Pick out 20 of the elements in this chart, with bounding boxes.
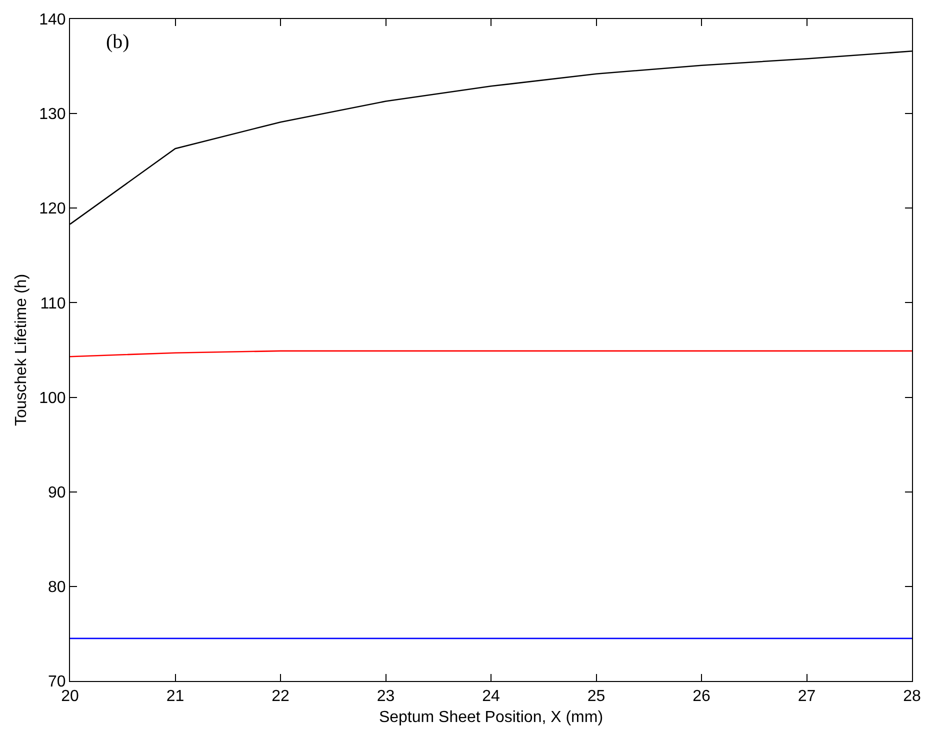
y-tick-label: 80 xyxy=(48,579,66,596)
y-tick-label: 130 xyxy=(39,106,66,124)
y-tick-label: 90 xyxy=(48,484,66,502)
x-tick-label: 26 xyxy=(692,688,710,706)
y-axis-title: Touschek Lifetime (h) xyxy=(12,274,30,426)
x-tick-label: 20 xyxy=(61,688,79,706)
x-tick-label: 28 xyxy=(903,688,921,706)
y-tick-label: 70 xyxy=(48,674,66,691)
y-tick-label: 110 xyxy=(40,295,66,312)
x-axis-title: Septum Sheet Position, X (mm) xyxy=(378,708,604,726)
y-tick-label: 100 xyxy=(39,390,66,407)
x-tick-label: 23 xyxy=(376,688,395,706)
y-tick-label: 140 xyxy=(39,12,66,29)
annotation: (b) xyxy=(106,31,130,53)
x-tick-label: 22 xyxy=(272,688,290,706)
x-tick-label: 27 xyxy=(798,688,816,706)
x-tick-label: 24 xyxy=(482,688,500,706)
x-tick-label: 25 xyxy=(587,688,606,706)
y-tick-label: 120 xyxy=(39,200,66,218)
x-tick-label: 21 xyxy=(166,688,184,706)
